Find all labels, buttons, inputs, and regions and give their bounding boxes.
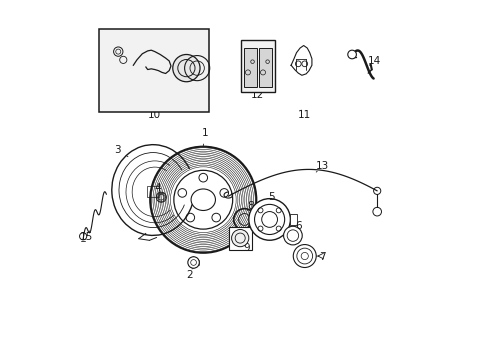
Circle shape xyxy=(283,226,302,245)
Text: 12: 12 xyxy=(250,90,263,100)
Circle shape xyxy=(248,199,290,240)
FancyBboxPatch shape xyxy=(241,40,274,92)
FancyBboxPatch shape xyxy=(290,214,296,225)
Text: 15: 15 xyxy=(79,232,92,242)
FancyBboxPatch shape xyxy=(228,226,251,249)
Text: 7: 7 xyxy=(319,252,325,262)
Text: 3: 3 xyxy=(114,144,120,154)
Text: 14: 14 xyxy=(367,56,380,66)
Circle shape xyxy=(293,244,316,267)
Text: 4: 4 xyxy=(154,183,161,193)
FancyBboxPatch shape xyxy=(258,48,271,87)
Text: 9: 9 xyxy=(243,243,249,253)
Circle shape xyxy=(187,257,199,268)
Text: 5: 5 xyxy=(267,192,274,202)
FancyBboxPatch shape xyxy=(244,48,256,87)
Circle shape xyxy=(347,50,356,59)
Circle shape xyxy=(231,229,248,247)
Circle shape xyxy=(172,54,200,82)
FancyBboxPatch shape xyxy=(99,30,208,112)
Text: 1: 1 xyxy=(202,129,208,138)
Text: 10: 10 xyxy=(147,110,161,120)
Text: 6: 6 xyxy=(295,221,302,231)
Text: 13: 13 xyxy=(315,161,328,171)
Text: 11: 11 xyxy=(298,110,311,120)
Text: 8: 8 xyxy=(247,201,254,211)
Text: 2: 2 xyxy=(186,270,193,280)
